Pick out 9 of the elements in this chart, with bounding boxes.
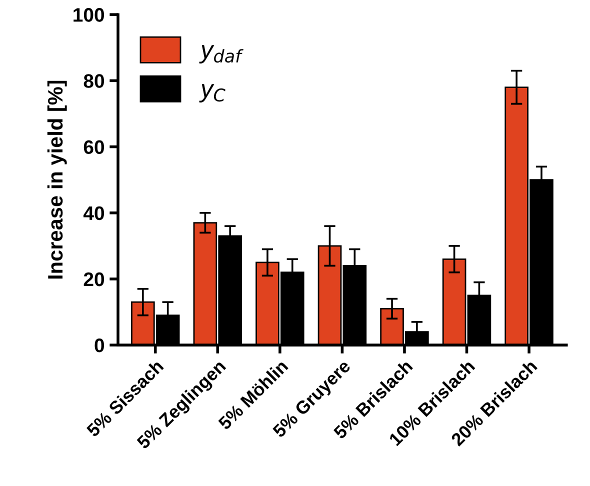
y-tick-label: 20 [84, 272, 104, 286]
y-axis-title: Increase in yield [%] [47, 80, 67, 279]
y-tick-label: 0 [94, 338, 104, 352]
y-tick-label: 60 [84, 140, 104, 154]
y-tick-label: 80 [84, 74, 104, 88]
legend-label: y$_{C}$ [199, 84, 226, 102]
y-tick-label: 100 [74, 8, 104, 22]
legend-label: y$_{daf}$ [199, 45, 244, 64]
y-tick-label: 40 [83, 206, 104, 220]
